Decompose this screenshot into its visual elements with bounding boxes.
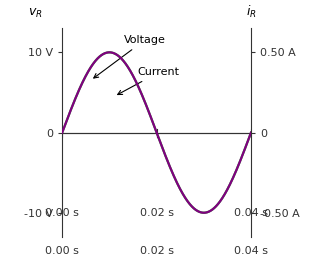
Text: 0.00 s: 0.00 s <box>45 208 79 218</box>
Text: Current: Current <box>118 67 180 95</box>
Text: $v_R$: $v_R$ <box>28 7 43 20</box>
Text: 0.02 s: 0.02 s <box>140 208 174 218</box>
Text: $i_R$: $i_R$ <box>246 4 256 20</box>
Text: Voltage: Voltage <box>94 35 165 78</box>
Text: 0.04 s: 0.04 s <box>234 208 268 218</box>
